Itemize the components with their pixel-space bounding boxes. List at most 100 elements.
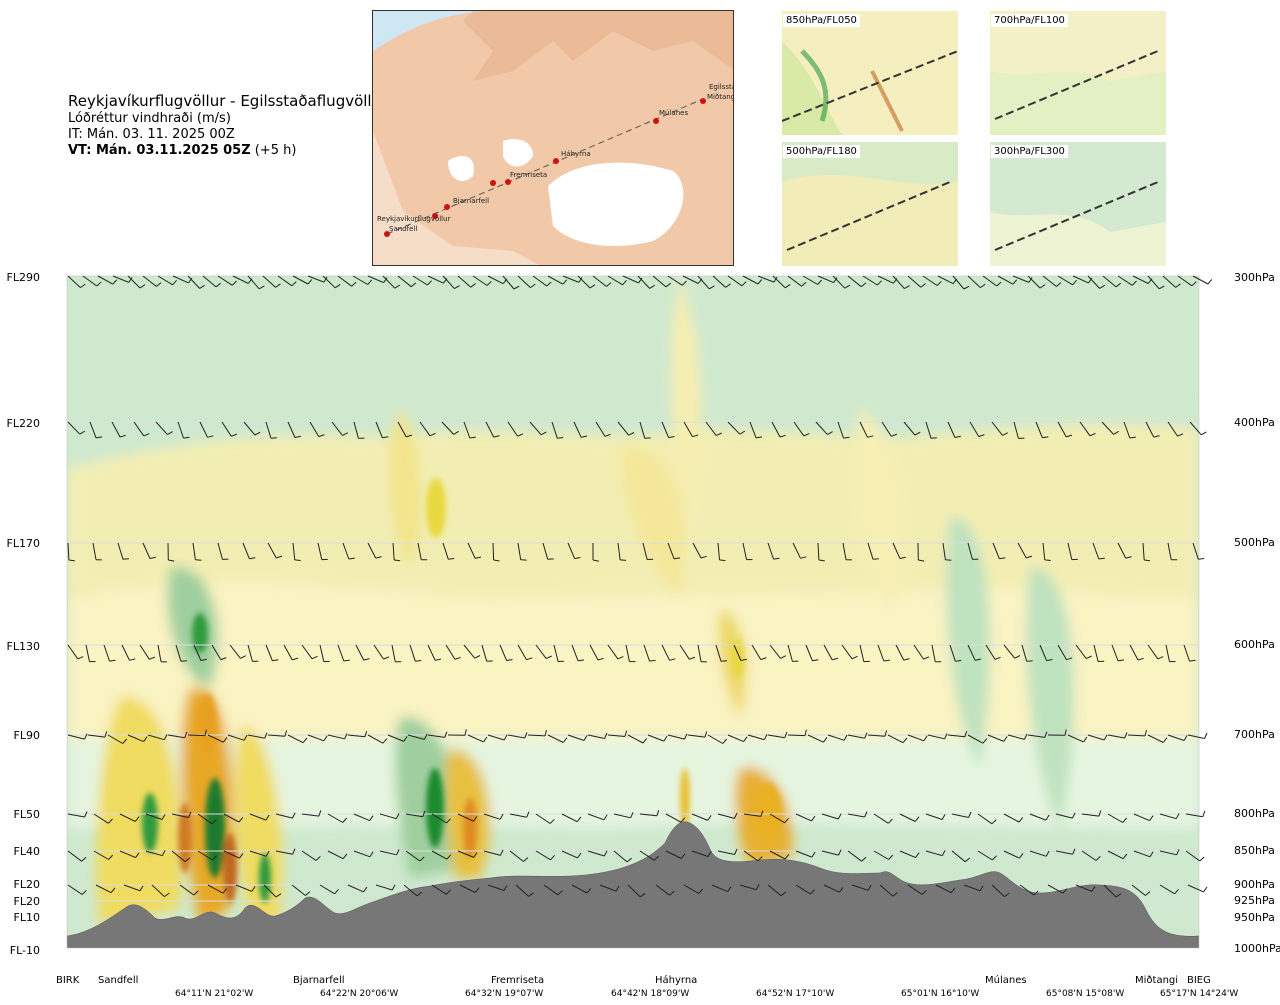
wind-barb-feather bbox=[419, 856, 425, 862]
wind-barb bbox=[467, 542, 476, 559]
loc-label-sandfell: Sandfell bbox=[98, 975, 139, 986]
wind-barb bbox=[551, 421, 558, 439]
wind-barb bbox=[787, 644, 793, 662]
wind-barb-feather bbox=[416, 891, 423, 897]
wind-barb bbox=[487, 275, 504, 285]
wind-barb bbox=[637, 275, 650, 289]
wind-barb-feather bbox=[1191, 281, 1197, 287]
wind-barb bbox=[805, 644, 813, 661]
wind-barb-feather bbox=[112, 279, 118, 285]
hpa-label-800: 800hPa bbox=[1234, 807, 1275, 820]
wind-barb bbox=[567, 542, 576, 559]
fl-label-40: FL40 bbox=[13, 845, 40, 858]
wind-barb-feather bbox=[1014, 655, 1021, 659]
thumbnail-500[interactable]: 500hPa/FL180 bbox=[782, 142, 958, 266]
wind-barb-feather bbox=[395, 813, 400, 819]
wind-barb bbox=[267, 734, 286, 737]
wind-barb bbox=[431, 813, 447, 824]
wind-barb bbox=[1003, 813, 1020, 823]
wind-barb bbox=[301, 644, 313, 660]
wind-barb-feather bbox=[348, 557, 355, 560]
fl-label-20a: FL20 bbox=[13, 878, 40, 891]
wind-barb-feather bbox=[760, 810, 764, 817]
wind-barb bbox=[412, 275, 428, 286]
wind-barb-feather bbox=[860, 282, 867, 288]
wind-barb-feather bbox=[1004, 892, 1010, 898]
wind-barb bbox=[142, 542, 151, 559]
wind-barb-feather bbox=[143, 736, 148, 742]
wind-barb bbox=[967, 644, 976, 661]
wind-barb bbox=[175, 644, 182, 662]
wind-barb-feather bbox=[888, 854, 894, 860]
wind-barb-feather bbox=[1046, 659, 1053, 662]
wind-barb bbox=[445, 644, 456, 660]
wind-barb-feather bbox=[741, 281, 747, 287]
terrain-profile bbox=[67, 821, 1199, 948]
wind-barb bbox=[742, 542, 747, 560]
wind-barb bbox=[407, 734, 425, 740]
wind-barb bbox=[119, 813, 136, 822]
wind-barb-feather bbox=[472, 816, 478, 822]
wind-barb bbox=[952, 275, 965, 290]
wind-barb-feather bbox=[975, 658, 982, 661]
wind-barb-feather bbox=[719, 559, 726, 562]
wind-barb bbox=[769, 850, 786, 860]
wind-barb-feather bbox=[454, 656, 461, 660]
wind-barb bbox=[1107, 813, 1123, 823]
wind-barb bbox=[963, 884, 981, 892]
wind-barb bbox=[982, 275, 998, 287]
wind-barb bbox=[111, 421, 121, 438]
wind-barb bbox=[319, 644, 325, 662]
wind-barb bbox=[457, 813, 474, 822]
wind-barb bbox=[823, 644, 833, 661]
wind-barb bbox=[942, 542, 946, 560]
map-label-egilsstadir: Egilsstaðir bbox=[709, 83, 734, 91]
wind-barb bbox=[715, 644, 722, 662]
wind-barb bbox=[977, 850, 993, 861]
wind-barb-feather bbox=[1095, 855, 1101, 861]
wind-barb bbox=[1081, 813, 1099, 817]
wind-barb-feather bbox=[323, 276, 328, 283]
wind-barb bbox=[387, 734, 404, 742]
wind-barb-feather bbox=[143, 433, 150, 437]
thumbnail-850[interactable]: 850hPa/FL050 bbox=[782, 11, 958, 135]
wind-barb-feather bbox=[1199, 856, 1205, 862]
wind-barb bbox=[592, 275, 607, 287]
wind-barb-feather bbox=[81, 856, 87, 862]
wind-barb-feather bbox=[464, 729, 467, 736]
wind-barb bbox=[67, 421, 81, 435]
wind-barb-feather bbox=[276, 555, 283, 559]
wind-barb bbox=[87, 734, 105, 738]
wind-barb-feather bbox=[604, 433, 611, 437]
wind-barb bbox=[82, 275, 98, 287]
wind-barb-feather bbox=[129, 658, 136, 661]
wind-barb-feather bbox=[193, 890, 199, 896]
glacier-hofsjokull bbox=[503, 139, 533, 167]
wind-barb-feather bbox=[107, 818, 113, 824]
wind-barb-feather bbox=[578, 277, 583, 283]
thumbnail-300[interactable]: 300hPa/FL300 bbox=[990, 142, 1166, 266]
wind-barb bbox=[667, 542, 675, 560]
wind-barb-feather bbox=[832, 657, 839, 661]
wind-barb-feather bbox=[383, 277, 388, 283]
wind-barb bbox=[1079, 421, 1091, 437]
wind-barb-feather bbox=[604, 732, 608, 739]
wind-barb bbox=[767, 734, 785, 739]
wind-barb-feather bbox=[811, 851, 816, 858]
wind-barb-feather bbox=[923, 656, 930, 660]
wind-barb bbox=[743, 850, 759, 862]
wind-barb-feather bbox=[1099, 284, 1105, 289]
wind-barb-feather bbox=[562, 279, 568, 285]
wind-barb-feather bbox=[1056, 282, 1062, 287]
wind-barb bbox=[93, 850, 109, 860]
wind-barb bbox=[483, 850, 501, 856]
wind-barb bbox=[367, 734, 384, 744]
wind-barb bbox=[927, 734, 945, 740]
wind-barb bbox=[352, 275, 368, 285]
wind-barb-feather bbox=[867, 435, 874, 438]
wind-barb bbox=[691, 850, 709, 857]
wind-barb bbox=[977, 813, 993, 825]
thumbnail-700[interactable]: 700hPa/FL100 bbox=[990, 11, 1166, 135]
wind-barb-feather bbox=[1045, 814, 1050, 821]
wind-barb-feather bbox=[1203, 886, 1208, 893]
